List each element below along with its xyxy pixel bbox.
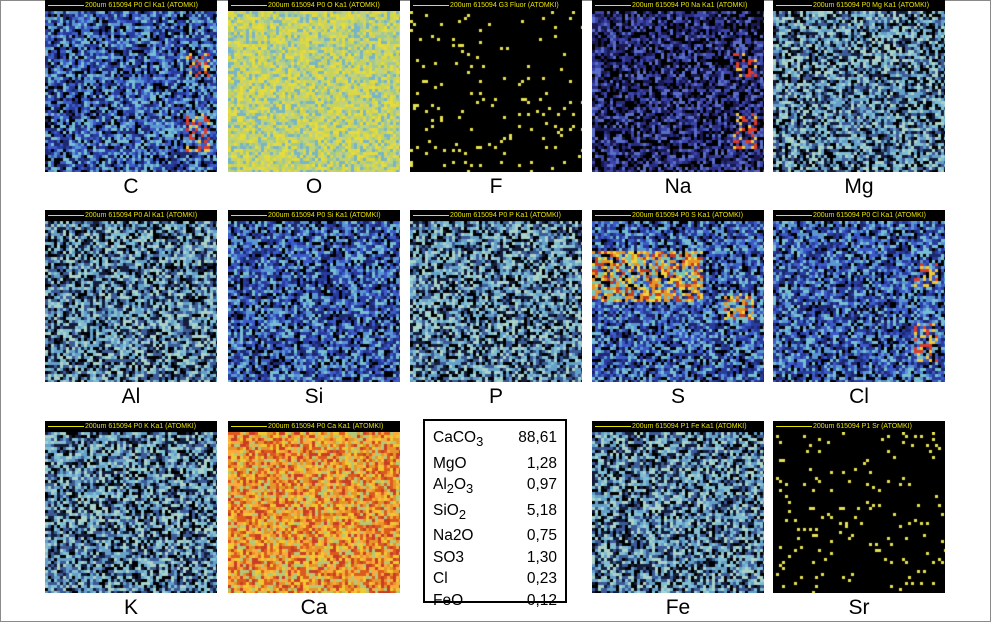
- map-s: 200um 615094 P0 S Ka1 (ATOMKI): [592, 210, 764, 382]
- composition-row: FeO 0,12: [433, 590, 557, 612]
- composition-table: CaCO3 88,61 MgO 1,28 Al2O3 0,97 SiO2 5,1…: [423, 419, 567, 609]
- label-s: S: [670, 385, 685, 408]
- map-header: 200um 615094 P0 Mg Ka1 (ATOMKI): [773, 0, 945, 11]
- label-si: Si: [304, 385, 324, 408]
- label-k: K: [123, 596, 138, 619]
- compound-name: Cl: [433, 570, 448, 588]
- compound-name: MgO: [433, 454, 467, 472]
- compound-value: 0,23: [526, 570, 557, 588]
- map-header: 200um 615094 P0 Na Ka1 (ATOMKI): [592, 0, 764, 11]
- compound-name: SiO2: [433, 501, 467, 522]
- map-header: 200um 615094 P0 Ca Ka1 (ATOMKI): [228, 421, 400, 432]
- compound-name: Al2O3: [433, 476, 474, 497]
- compound-value: 0,97: [526, 476, 557, 494]
- map-header: 200um 615094 P0 P Ka1 (ATOMKI): [410, 210, 582, 221]
- map-p: 200um 615094 P0 P Ka1 (ATOMKI): [410, 210, 582, 382]
- composition-row: Cl 0,23: [433, 568, 557, 590]
- label-c: C: [123, 175, 139, 198]
- map-si: 200um 615094 P0 Si Ka1 (ATOMKI): [228, 210, 400, 382]
- label-cl: Cl: [849, 385, 869, 408]
- label-o: O: [305, 175, 323, 198]
- map-fe: 200um 615094 P1 Fe Ka1 (ATOMKI): [592, 421, 764, 593]
- compound-value: 5,18: [526, 501, 557, 519]
- map-header: 200um 615094 P1 Sr (ATOMKI): [773, 421, 945, 432]
- compound-name: FeO: [433, 591, 464, 609]
- label-na: Na: [664, 175, 692, 198]
- composition-row: Na2O 0,75: [433, 525, 557, 547]
- label-p: P: [488, 385, 503, 408]
- map-header: 200um 615094 P0 Cl Ka1 (ATOMKI): [773, 210, 945, 221]
- map-cl: 200um 615094 P0 Cl Ka1 (ATOMKI): [773, 210, 945, 382]
- compound-value: 1,30: [526, 548, 557, 566]
- map-header: 200um 615094 P0 S Ka1 (ATOMKI): [592, 210, 764, 221]
- map-header: 200um 615094 P0 Si Ka1 (ATOMKI): [228, 210, 400, 221]
- map-sr: 200um 615094 P1 Sr (ATOMKI): [773, 421, 945, 593]
- map-mg: 200um 615094 P0 Mg Ka1 (ATOMKI): [773, 0, 945, 172]
- map-header: 200um 615094 G3 Fluor (ATOMKI): [410, 0, 582, 11]
- map-al: 200um 615094 P0 Al Ka1 (ATOMKI): [45, 210, 217, 382]
- composition-row: SiO2 5,18: [433, 500, 557, 526]
- map-ca: 200um 615094 P0 Ca Ka1 (ATOMKI): [228, 421, 400, 593]
- compound-value: 0,12: [526, 591, 557, 609]
- map-header: 200um 615094 P0 K Ka1 (ATOMKI): [45, 421, 217, 432]
- composition-row: Al2O3 0,97: [433, 474, 557, 500]
- label-f: F: [489, 175, 503, 198]
- map-c: 200um 615094 P0 Cl Ka1 (ATOMKI): [45, 0, 217, 172]
- map-header: 200um 615094 P0 Al Ka1 (ATOMKI): [45, 210, 217, 221]
- compound-value: 0,75: [526, 527, 557, 545]
- map-k: 200um 615094 P0 K Ka1 (ATOMKI): [45, 421, 217, 593]
- compound-name: CaCO3: [433, 429, 484, 450]
- map-o: 200um 615094 P0 O Ka1 (ATOMKI): [228, 0, 400, 172]
- map-header: 200um 615094 P0 Cl Ka1 (ATOMKI): [45, 0, 217, 11]
- map-f: 200um 615094 G3 Fluor (ATOMKI): [410, 0, 582, 172]
- composition-row: SO3 1,30: [433, 547, 557, 569]
- label-al: Al: [121, 385, 141, 408]
- compound-value: 88,61: [518, 429, 557, 446]
- compound-name: SO3: [433, 548, 465, 566]
- map-header: 200um 615094 P0 O Ka1 (ATOMKI): [228, 0, 400, 11]
- label-sr: Sr: [848, 596, 870, 619]
- compound-name: Na2O: [433, 527, 474, 545]
- compound-value: 1,28: [526, 454, 557, 472]
- map-na: 200um 615094 P0 Na Ka1 (ATOMKI): [592, 0, 764, 172]
- label-mg: Mg: [844, 175, 874, 198]
- composition-row: CaCO3 88,61: [433, 427, 557, 453]
- composition-row: MgO 1,28: [433, 453, 557, 475]
- map-header: 200um 615094 P1 Fe Ka1 (ATOMKI): [592, 421, 764, 432]
- label-fe: Fe: [665, 596, 691, 619]
- label-ca: Ca: [300, 596, 328, 619]
